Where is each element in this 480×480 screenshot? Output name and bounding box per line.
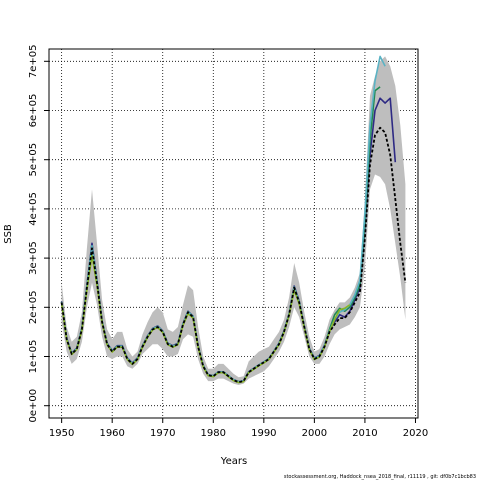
confidence-band	[61, 56, 406, 386]
y-tick-label: 7e+05	[28, 44, 39, 78]
x-tick-label: 1970	[150, 428, 175, 439]
series-line-4	[60, 254, 351, 384]
plot-frame	[48, 48, 419, 419]
y-tick-label: 5e+05	[28, 143, 39, 177]
x-tick-label: 1980	[201, 428, 226, 439]
confidence-band-layer	[61, 56, 406, 386]
y-tick-label: 3e+05	[28, 241, 39, 275]
x-tick-label: 1950	[49, 428, 74, 439]
x-tick-label: 1960	[99, 428, 124, 439]
y-tick-label: 0e+00	[28, 389, 39, 423]
y-axis-title: SSB	[3, 224, 14, 244]
series-lines	[60, 55, 407, 384]
y-tick-label: 1e+05	[28, 340, 39, 374]
y-tick-label: 6e+05	[28, 94, 39, 128]
x-axis-title: Years	[220, 456, 247, 467]
series-line-0	[60, 126, 407, 384]
x-tick-label: 1990	[251, 428, 276, 439]
x-tick-label: 2020	[403, 428, 428, 439]
x-tick-label: 2000	[302, 428, 327, 439]
footer-credit: stockassessment.org, Haddock_nsea_2018_f…	[284, 474, 476, 480]
y-tick-label: 4e+05	[28, 192, 39, 226]
x-axis: 1950 1960 1970 1980 1990 2000 2010 2020	[49, 418, 428, 439]
series-line-3	[60, 55, 386, 383]
y-axis: 0e+00 1e+05 2e+05 3e+05 4e+05 5e+05 6e+05 7e+05	[28, 44, 49, 423]
x-tick-label: 2010	[352, 428, 377, 439]
y-tick-label: 2e+05	[28, 290, 39, 324]
